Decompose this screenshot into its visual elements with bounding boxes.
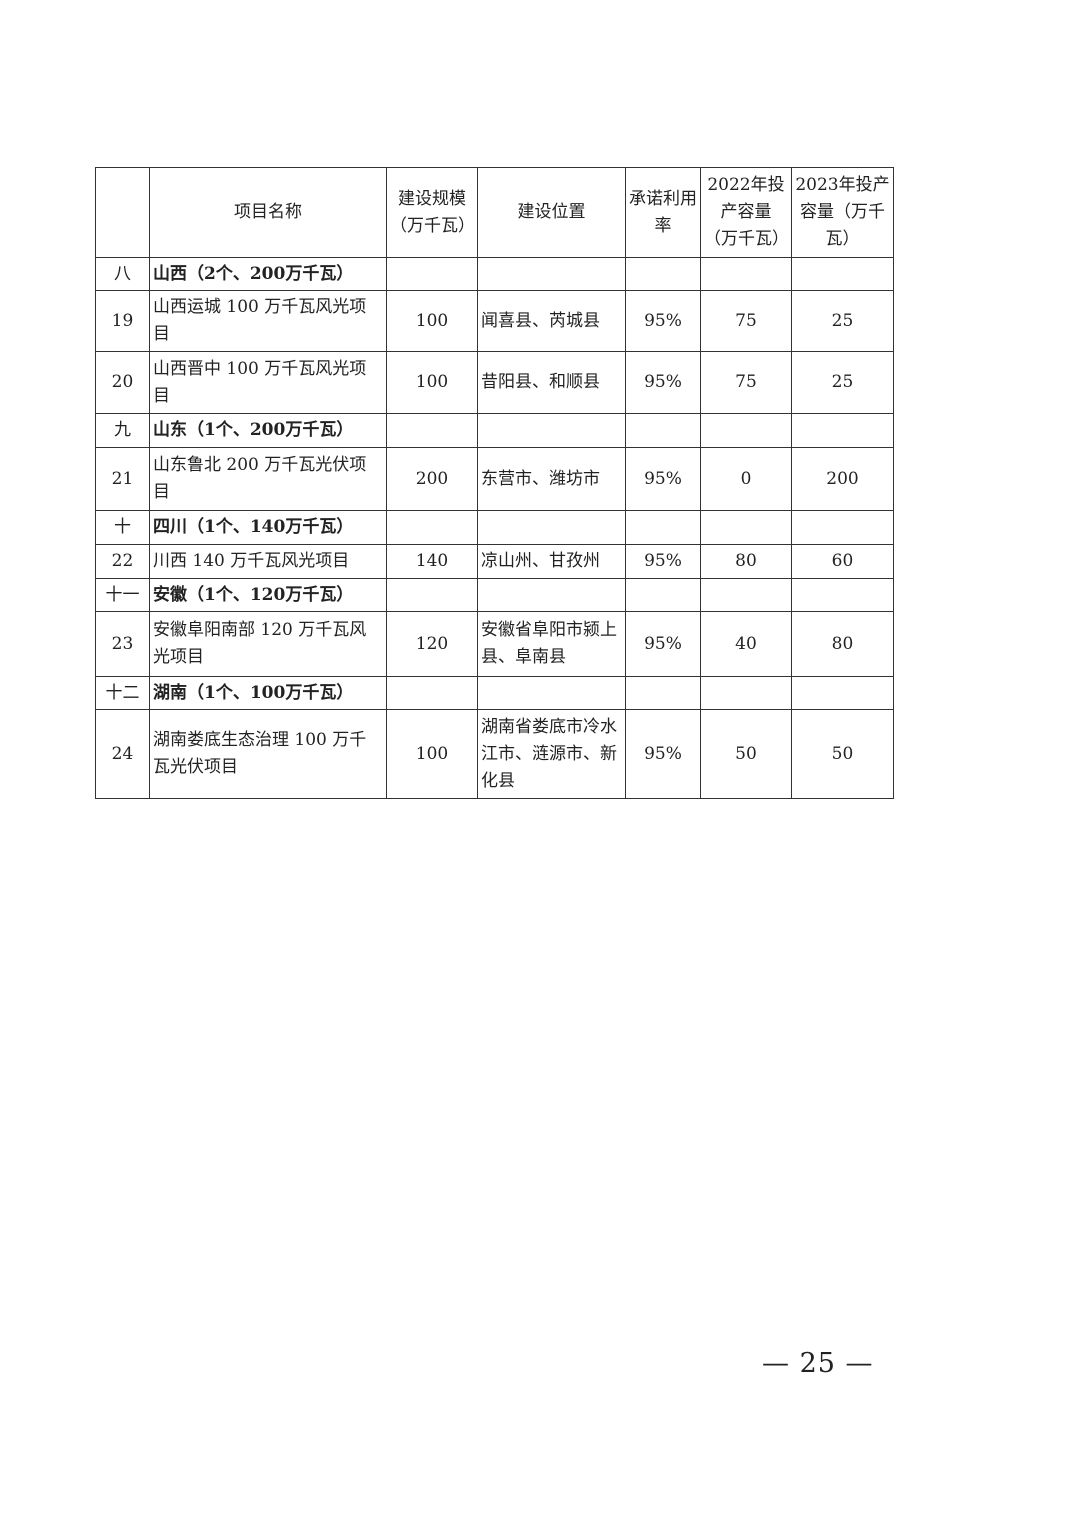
cell-scale: 120: [386, 611, 478, 677]
section-row: 十一 安徽（1个、120万千瓦）: [95, 578, 894, 612]
cell-location: [477, 413, 626, 448]
header-name: 项目名称: [149, 167, 387, 258]
cell-name: 山西（2个、200万千瓦）: [149, 257, 387, 291]
cell-name: 川西 140 万千瓦风光项目: [149, 544, 387, 579]
cell-rate: [625, 413, 701, 448]
cell-location: [477, 510, 626, 545]
cell-cap2022: 0: [700, 447, 792, 511]
table-row: 24 湖南娄底生态治理 100 万千瓦光伏项目 100 湖南省娄底市冷水江市、涟源市、…: [95, 709, 894, 799]
cell-cap2022: [700, 510, 792, 545]
cell-rate: 95%: [625, 351, 701, 414]
cell-scale: [386, 510, 478, 545]
cell-scale: [386, 257, 478, 291]
table-row: 23 安徽阜阳南部 120 万千瓦风光项目 120 安徽省阜阳市颍上县、阜南县 95% 4…: [95, 611, 894, 677]
cell-cap2023: 80: [791, 611, 894, 677]
header-cap2022: 2022年投产容量（万千瓦）: [700, 167, 792, 258]
cell-no: 19: [95, 290, 150, 352]
cell-cap2022: 80: [700, 544, 792, 579]
cell-no: 20: [95, 351, 150, 414]
table-row: 21 山东鲁北 200 万千瓦光伏项目 200 东营市、潍坊市 95% 0 200: [95, 447, 894, 511]
cell-scale: [386, 676, 478, 710]
cell-no: 22: [95, 544, 150, 579]
table-row: 19 山西运城 100 万千瓦风光项目 100 闻喜县、芮城县 95% 75 25: [95, 290, 894, 352]
cell-location: 东营市、潍坊市: [477, 447, 626, 511]
cell-name: 山西运城 100 万千瓦风光项目: [149, 290, 387, 352]
cell-no: 十: [95, 510, 150, 545]
cell-location: 闻喜县、芮城县: [477, 290, 626, 352]
cell-scale: 200: [386, 447, 478, 511]
cell-no: 23: [95, 611, 150, 677]
section-row: 十二 湖南（1个、100万千瓦）: [95, 676, 894, 710]
cell-name: 安徽（1个、120万千瓦）: [149, 578, 387, 612]
cell-location: 昔阳县、和顺县: [477, 351, 626, 414]
cell-cap2022: 40: [700, 611, 792, 677]
cell-cap2023: [791, 676, 894, 710]
cell-name: 安徽阜阳南部 120 万千瓦风光项目: [149, 611, 387, 677]
cell-rate: [625, 578, 701, 612]
cell-name: 山西晋中 100 万千瓦风光项目: [149, 351, 387, 414]
header-location: 建设位置: [477, 167, 626, 258]
cell-cap2023: [791, 510, 894, 545]
cell-no: 24: [95, 709, 150, 799]
cell-location: [477, 676, 626, 710]
cell-cap2023: 25: [791, 290, 894, 352]
cell-cap2023: 200: [791, 447, 894, 511]
cell-rate: 95%: [625, 290, 701, 352]
cell-rate: [625, 257, 701, 291]
cell-cap2023: 60: [791, 544, 894, 579]
cell-name: 湖南（1个、100万千瓦）: [149, 676, 387, 710]
cell-rate: 95%: [625, 709, 701, 799]
cell-location: 安徽省阜阳市颍上县、阜南县: [477, 611, 626, 677]
header-rate: 承诺利用率: [625, 167, 701, 258]
cell-location: 凉山州、甘孜州: [477, 544, 626, 579]
cell-scale: 100: [386, 351, 478, 414]
cell-cap2022: [700, 257, 792, 291]
cell-cap2022: [700, 413, 792, 448]
page-number: — 25 —: [762, 1348, 874, 1379]
cell-no: 九: [95, 413, 150, 448]
cell-scale: [386, 413, 478, 448]
cell-cap2023: [791, 413, 894, 448]
cell-location: 湖南省娄底市冷水江市、涟源市、新化县: [477, 709, 626, 799]
cell-cap2023: [791, 578, 894, 612]
cell-rate: [625, 676, 701, 710]
cell-cap2022: 75: [700, 351, 792, 414]
header-scale: 建设规模（万千瓦）: [386, 167, 478, 258]
cell-no: 21: [95, 447, 150, 511]
section-row: 十四川（1个、140万千瓦）: [95, 510, 894, 545]
cell-cap2022: [700, 578, 792, 612]
cell-no: 十一: [95, 578, 150, 612]
project-table: 项目名称 建设规模（万千瓦） 建设位置 承诺利用率 2022年投产容量（万千瓦）…: [95, 167, 894, 799]
section-row: 八山西（2个、200万千瓦）: [95, 257, 894, 291]
cell-cap2022: 50: [700, 709, 792, 799]
cell-rate: 95%: [625, 611, 701, 677]
cell-cap2023: 50: [791, 709, 894, 799]
cell-cap2022: 75: [700, 290, 792, 352]
header-cap2023: 2023年投产容量（万千瓦）: [791, 167, 894, 258]
cell-name: 湖南娄底生态治理 100 万千瓦光伏项目: [149, 709, 387, 799]
cell-cap2023: 25: [791, 351, 894, 414]
cell-no: 八: [95, 257, 150, 291]
cell-name: 山东（1个、200万千瓦）: [149, 413, 387, 448]
cell-location: [477, 578, 626, 612]
table-row: 20 山西晋中 100 万千瓦风光项目 100 昔阳县、和顺县 95% 75 25: [95, 351, 894, 414]
header-no: [95, 167, 150, 258]
table-header-row: 项目名称 建设规模（万千瓦） 建设位置 承诺利用率 2022年投产容量（万千瓦）…: [95, 167, 894, 258]
cell-no: 十二: [95, 676, 150, 710]
cell-cap2022: [700, 676, 792, 710]
cell-name: 山东鲁北 200 万千瓦光伏项目: [149, 447, 387, 511]
cell-rate: [625, 510, 701, 545]
cell-rate: 95%: [625, 544, 701, 579]
cell-name: 四川（1个、140万千瓦）: [149, 510, 387, 545]
table-row: 22 川西 140 万千瓦风光项目 140 凉山州、甘孜州 95% 80 60: [95, 544, 894, 579]
section-row: 九山东（1个、200万千瓦）: [95, 413, 894, 448]
cell-location: [477, 257, 626, 291]
cell-cap2023: [791, 257, 894, 291]
cell-scale: 100: [386, 709, 478, 799]
cell-rate: 95%: [625, 447, 701, 511]
cell-scale: 140: [386, 544, 478, 579]
cell-scale: [386, 578, 478, 612]
cell-scale: 100: [386, 290, 478, 352]
